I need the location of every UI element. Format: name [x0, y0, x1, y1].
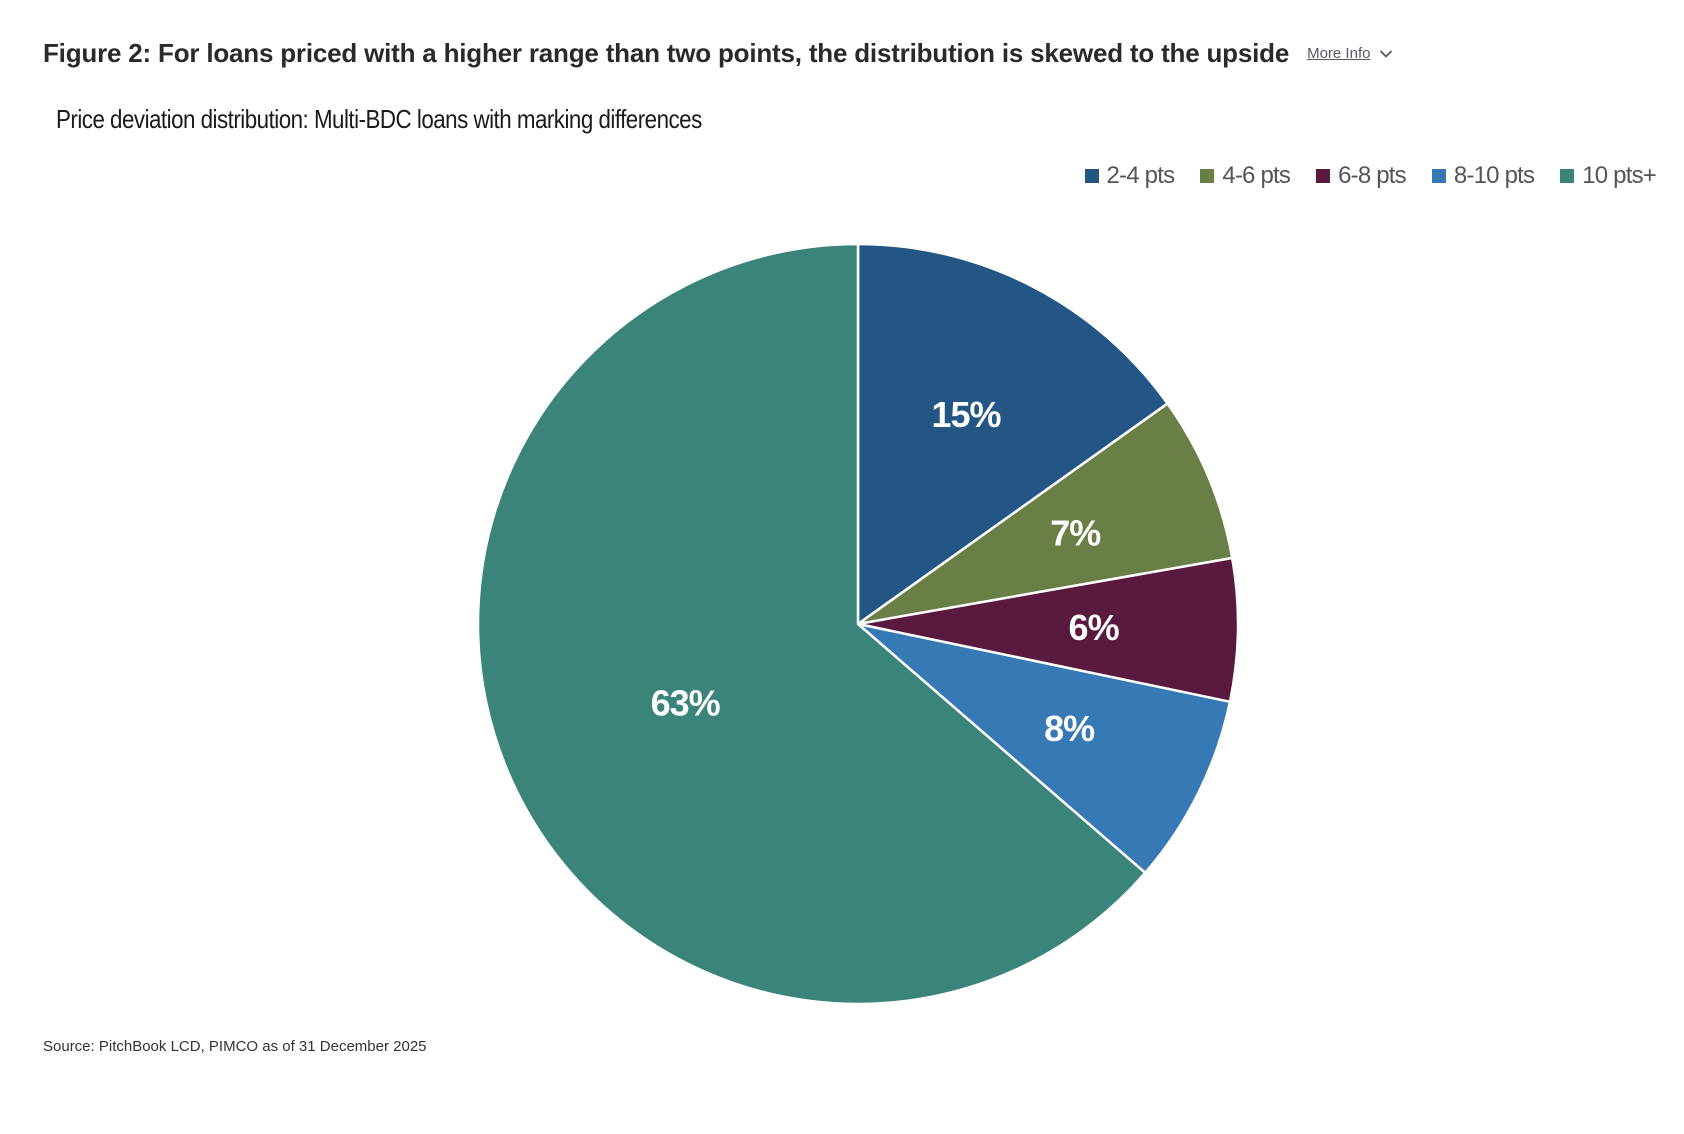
- pie-slice-6-8-pts: [856, 556, 1240, 704]
- more-info-label[interactable]: More Info: [1307, 45, 1371, 62]
- legend-swatch: [1316, 169, 1331, 183]
- pie-chart-svg: 15% 7% 6% 8% 63%: [476, 242, 1240, 1006]
- legend-label: 4-6 pts: [1222, 162, 1291, 189]
- data-label: 8%: [1044, 708, 1095, 749]
- pie-slice-10-pts-: [476, 242, 1147, 1006]
- legend-label: 10 pts+: [1582, 162, 1657, 189]
- pie-slice-8-10-pts: [856, 622, 1232, 875]
- chart-subtitle: Price deviation distribution: Multi-BDC …: [56, 104, 702, 134]
- legend-label: 6-8 pts: [1338, 162, 1407, 189]
- figure-title: Figure 2: For loans priced with a higher…: [43, 38, 1290, 68]
- pie-slice-2-4-pts: [856, 242, 1169, 626]
- source-note: Source: PitchBook LCD, PIMCO as of 31 De…: [43, 1038, 427, 1055]
- chevron-down-icon[interactable]: [1378, 46, 1394, 62]
- legend-label: 8-10 pts: [1453, 162, 1535, 189]
- data-label: 15%: [931, 394, 1001, 435]
- pie-chart: 15% 7% 6% 8% 63%: [0, 200, 1684, 1020]
- legend-swatch: [1200, 169, 1215, 183]
- data-label: 7%: [1050, 512, 1101, 553]
- legend-label: 2-4 pts: [1106, 162, 1176, 189]
- chart-legend: 2-4 pts 4-6 pts 6-8 pts 8-10 pts 10 pts+: [1059, 162, 1657, 190]
- legend-item-0: 2-4 pts: [1084, 162, 1176, 190]
- pie-slice-4-6-pts: [856, 402, 1234, 626]
- legend-item-4: 10 pts+: [1560, 162, 1657, 190]
- figure-header: Figure 2: For loans priced with a higher…: [43, 38, 1394, 69]
- legend-swatch: [1431, 169, 1446, 183]
- legend-item-2: 6-8 pts: [1316, 162, 1407, 190]
- legend-item-3: 8-10 pts: [1431, 162, 1535, 190]
- data-label: 6%: [1069, 607, 1120, 648]
- more-info-toggle[interactable]: More Info: [1307, 45, 1394, 62]
- legend-item-1: 4-6 pts: [1200, 162, 1291, 190]
- legend-swatch: [1084, 169, 1099, 183]
- legend-swatch: [1560, 169, 1575, 183]
- data-label: 63%: [651, 682, 721, 723]
